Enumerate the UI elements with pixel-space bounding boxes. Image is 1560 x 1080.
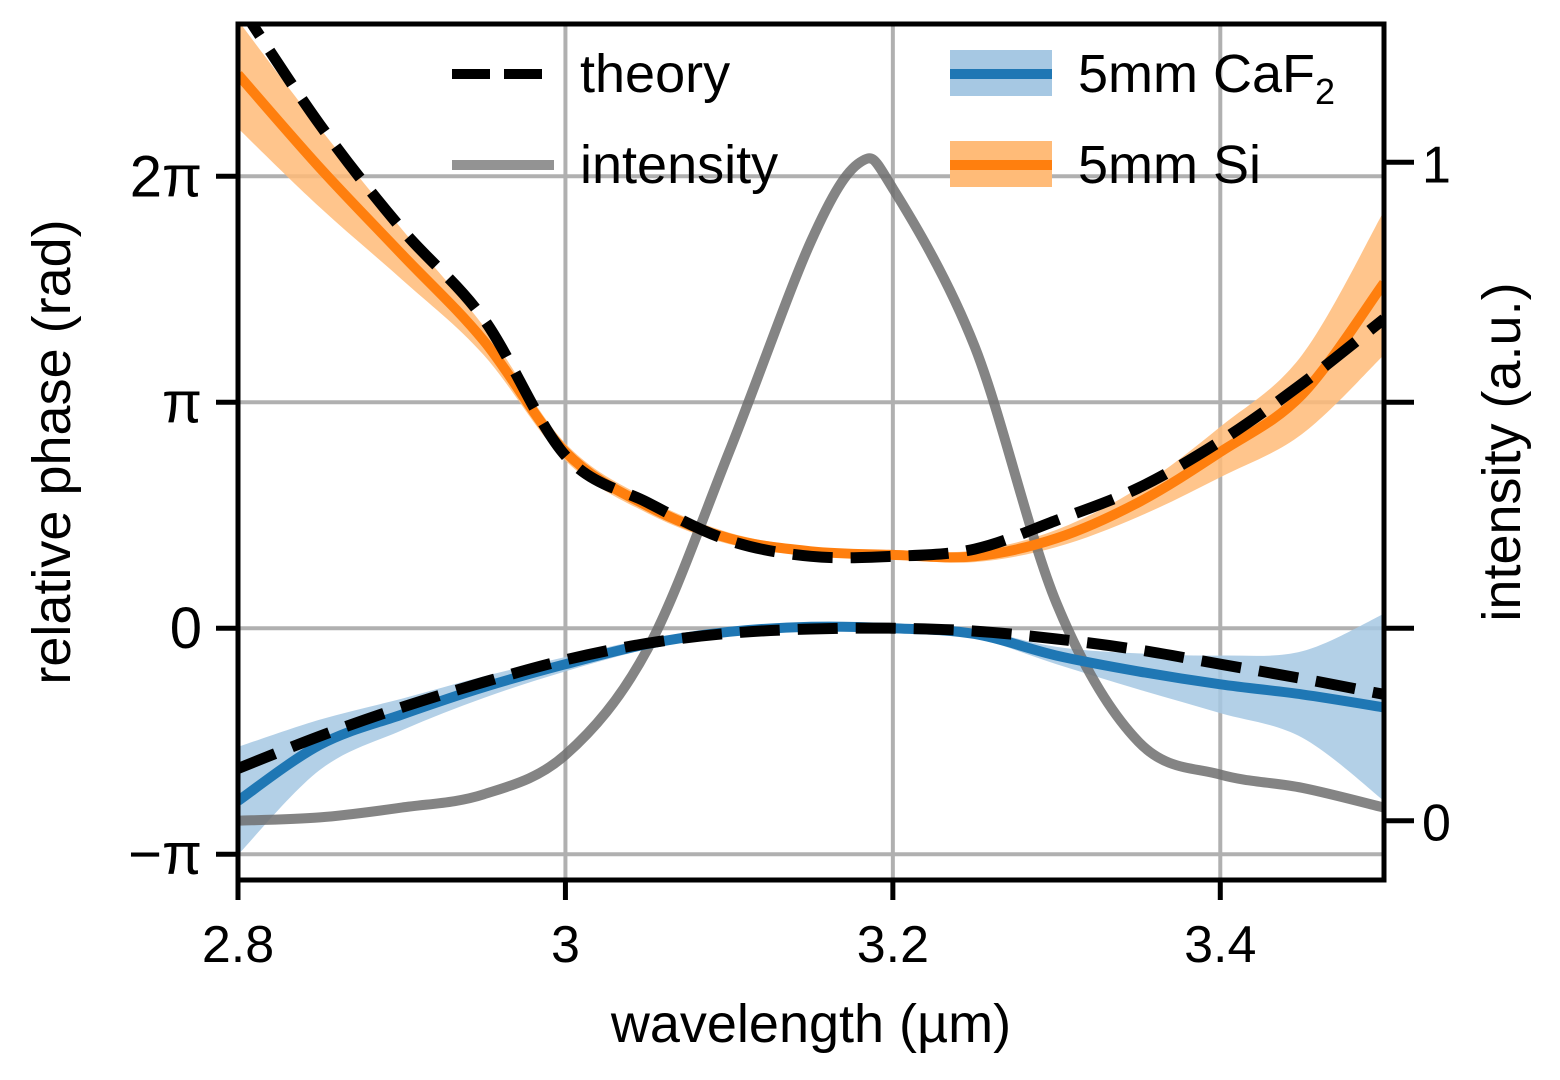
y-tick-label: −π (128, 822, 202, 887)
y2-tick-label: 0 (1422, 795, 1451, 853)
x-axis-title: wavelength (µm) (610, 994, 1011, 1054)
legend-entry: 5mm Si (950, 135, 1261, 195)
legend-label: theory (580, 44, 730, 104)
plot-frame (235, 21, 1387, 883)
y2-axis-title: intensity (a.u.) (1472, 282, 1532, 621)
legend-label: 5mm Si (1078, 135, 1261, 195)
legend-label: intensity (580, 135, 778, 195)
y-tick-label: 2π (130, 144, 202, 209)
series-lines (238, 24, 1384, 826)
legend-label-subscript: 2 (1315, 71, 1335, 112)
series-line-theory-caf2 (238, 622, 1384, 774)
legend: theory intensity 5mm CaF2 5mm Si (452, 44, 1335, 195)
legend-entry: theory (452, 44, 730, 104)
series-line-theory-si (245, 24, 1384, 564)
x-tick-label: 3.2 (857, 916, 929, 974)
y-tick-label: 0 (170, 596, 202, 661)
y2-tick-label: 1 (1422, 136, 1451, 194)
series-line-intensity (238, 153, 1384, 826)
legend-label: 5mm CaF2 (1078, 44, 1335, 112)
x-tick-label: 2.8 (202, 916, 274, 974)
y-axis-title: relative phase (rad) (22, 219, 82, 684)
x-tick-label: 3 (551, 916, 580, 974)
legend-entry: 5mm CaF2 (950, 44, 1335, 112)
legend-entry: intensity (452, 135, 778, 195)
y-tick-label: π (162, 370, 202, 435)
axis-ticks: 2.8 3 3.2 3.4 −π 0 π 2π 0 1 (128, 136, 1451, 974)
x-tick-label: 3.4 (1184, 916, 1256, 974)
